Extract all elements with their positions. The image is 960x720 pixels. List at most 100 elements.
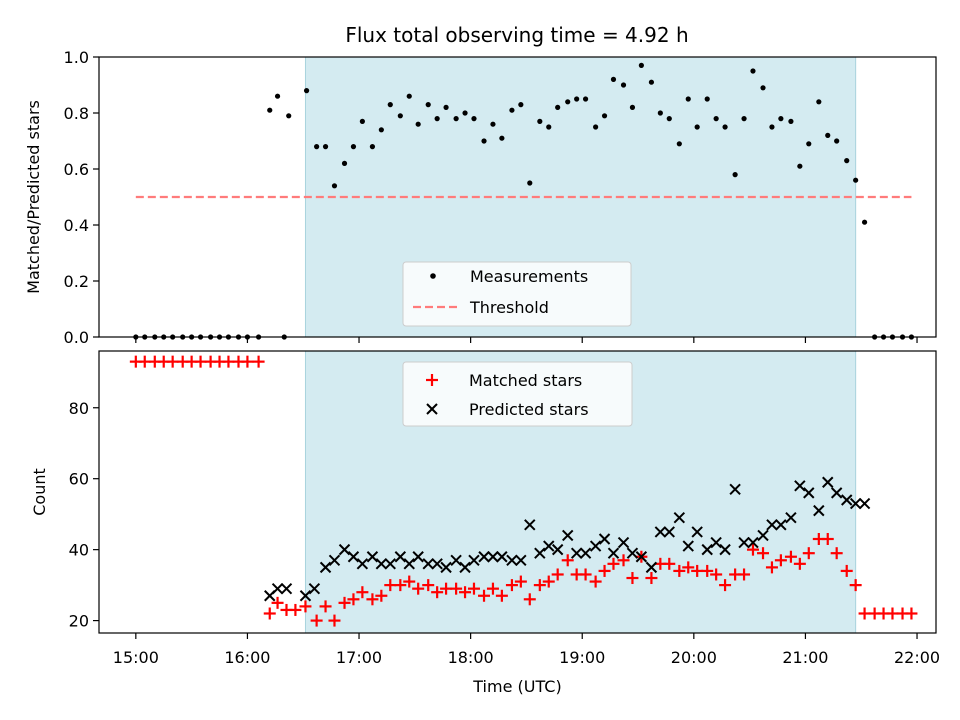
- matched-star-point: [138, 355, 151, 368]
- predicted-star-point: [858, 497, 871, 510]
- bottom-x-tick-label: 16:00: [224, 648, 270, 667]
- matched-star-point: [738, 568, 751, 581]
- measurement-point: [825, 132, 831, 138]
- measurement-point: [574, 96, 580, 102]
- matched-star-point: [757, 547, 770, 560]
- measurement-point: [593, 124, 599, 130]
- matched-star-point: [310, 614, 323, 627]
- measurement-point: [676, 141, 682, 147]
- measurement-point: [704, 96, 710, 102]
- predicted-star-point: [654, 526, 667, 538]
- matched-star-point: [579, 568, 592, 581]
- matched-star-point: [598, 564, 611, 577]
- predicted-star-point: [338, 543, 351, 556]
- predicted-star-point: [691, 526, 703, 538]
- measurement-point: [750, 68, 756, 74]
- matched-star-point: [366, 593, 379, 606]
- measurement-point: [610, 76, 617, 82]
- legend-measurements-label: Measurements: [470, 267, 588, 286]
- matched-star-point: [514, 575, 527, 588]
- measurement-point: [341, 160, 348, 166]
- matched-star-point: [886, 607, 899, 620]
- predicted-star-point: [328, 554, 341, 566]
- bottom-x-tick-label: 17:00: [336, 648, 382, 667]
- measurement-point: [788, 118, 794, 124]
- predicted-star-point: [308, 582, 321, 595]
- matched-star-point: [645, 572, 658, 585]
- predicted-star-point: [766, 519, 778, 531]
- measurement-point: [481, 138, 487, 144]
- matched-star-point: [858, 607, 871, 620]
- measurement-point: [844, 158, 850, 164]
- matched-star-point: [394, 579, 407, 592]
- matched-star-point: [356, 586, 369, 599]
- matched-star-point: [746, 543, 759, 556]
- predicted-star-point: [794, 480, 806, 492]
- matched-star-point: [412, 582, 425, 595]
- matched-star-point: [440, 582, 453, 595]
- measurement-point: [415, 121, 421, 127]
- predicted-star-point: [635, 551, 648, 563]
- matched-star-point: [467, 582, 480, 595]
- measurement-point: [601, 113, 608, 119]
- predicted-star-point: [394, 551, 407, 563]
- predicted-star-point: [626, 547, 639, 559]
- measurement-point: [359, 118, 365, 124]
- measurement-point: [685, 96, 691, 102]
- predicted-star-point: [579, 547, 592, 559]
- predicted-star-point: [775, 519, 787, 531]
- bottom-x-tick-label: 19:00: [559, 648, 605, 667]
- matched-star-point: [422, 579, 435, 592]
- measurement-point: [537, 118, 543, 124]
- legend-predicted-label: Predicted stars: [469, 400, 589, 419]
- matched-star-point: [607, 557, 620, 570]
- measurement-point: [331, 183, 338, 189]
- bottom-x-tick-label: 21:00: [782, 648, 828, 667]
- measurement-point: [722, 124, 728, 130]
- bottom-x-tick-label: 18:00: [448, 648, 494, 667]
- matched-star-point: [222, 355, 235, 368]
- measurement-point: [853, 177, 859, 183]
- matched-star-point: [673, 564, 686, 577]
- measurement-point: [648, 79, 655, 85]
- measurement-point: [499, 135, 505, 141]
- predicted-star-point: [710, 536, 722, 549]
- bottom-legend: Matched stars Predicted stars: [402, 361, 633, 427]
- bottom-panel-frame: [98, 350, 937, 634]
- predicted-star-point: [841, 494, 853, 506]
- legend-measurements-marker: [430, 273, 436, 279]
- measurement-point: [657, 110, 663, 116]
- measurement-point: [834, 138, 840, 144]
- matched-star-point: [450, 582, 463, 595]
- measurement-point: [713, 116, 719, 122]
- measurement-point: [666, 116, 672, 122]
- matched-star-point: [691, 564, 704, 577]
- measurement-point: [816, 99, 822, 105]
- predicted-star-point: [366, 551, 379, 563]
- measurement-point: [286, 113, 292, 119]
- predicted-star-point: [280, 582, 293, 595]
- predicted-star-point: [570, 547, 583, 559]
- top-legend-box: [402, 261, 632, 327]
- matched-star-point: [338, 596, 351, 609]
- top-y-ticks: 0.0 0.2 0.4 0.6 0.8 1.0: [64, 48, 99, 347]
- predicted-star-point: [459, 561, 471, 574]
- measurement-point: [797, 163, 803, 169]
- predicted-star-point: [747, 536, 759, 549]
- predicted-star-point: [524, 519, 536, 531]
- predicted-star-point: [785, 512, 797, 524]
- matched-star-point: [271, 596, 284, 609]
- predicted-star-point: [803, 487, 815, 499]
- measurement-point: [267, 107, 273, 113]
- predicted-star-point: [375, 558, 388, 570]
- predicted-star-point: [645, 561, 658, 574]
- matched-star-point: [774, 554, 787, 567]
- matched-star-point: [486, 582, 499, 595]
- matched-star-point: [299, 600, 312, 613]
- predicted-star-point: [440, 561, 452, 574]
- measurement-point: [732, 172, 738, 178]
- predicted-star-point: [412, 551, 424, 563]
- predicted-star-point: [515, 554, 527, 566]
- measurement-point: [471, 116, 477, 122]
